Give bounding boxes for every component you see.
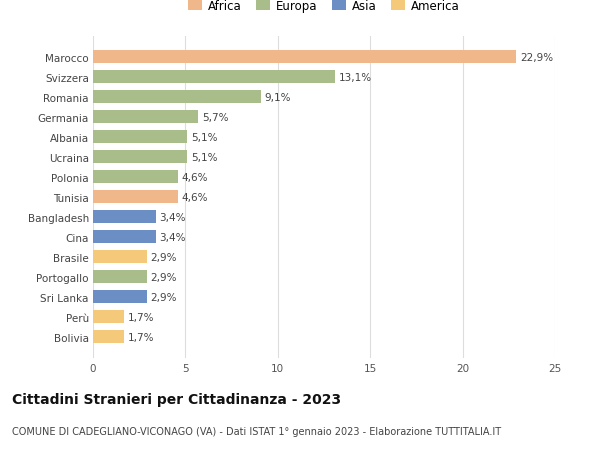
Text: 1,7%: 1,7% — [128, 332, 155, 342]
Bar — [93, 131, 187, 144]
Bar — [93, 71, 335, 84]
Bar — [93, 271, 146, 284]
Text: 4,6%: 4,6% — [182, 173, 208, 182]
Text: 5,1%: 5,1% — [191, 152, 217, 162]
Text: 2,9%: 2,9% — [150, 272, 177, 282]
Bar — [93, 151, 187, 164]
Text: 22,9%: 22,9% — [520, 53, 553, 63]
Text: 2,9%: 2,9% — [150, 292, 177, 302]
Text: 3,4%: 3,4% — [160, 232, 186, 242]
Bar — [93, 330, 124, 343]
Text: 5,1%: 5,1% — [191, 133, 217, 143]
Bar — [93, 91, 261, 104]
Text: 5,7%: 5,7% — [202, 112, 229, 123]
Text: Cittadini Stranieri per Cittadinanza - 2023: Cittadini Stranieri per Cittadinanza - 2… — [12, 392, 341, 406]
Text: 13,1%: 13,1% — [339, 73, 372, 83]
Bar — [93, 231, 156, 244]
Text: 1,7%: 1,7% — [128, 312, 155, 322]
Bar — [93, 211, 156, 224]
Text: 2,9%: 2,9% — [150, 252, 177, 262]
Text: 4,6%: 4,6% — [182, 192, 208, 202]
Text: 9,1%: 9,1% — [265, 93, 292, 103]
Legend: Africa, Europa, Asia, America: Africa, Europa, Asia, America — [184, 0, 464, 18]
Bar — [93, 111, 199, 124]
Bar — [93, 171, 178, 184]
Bar — [93, 191, 178, 204]
Bar — [93, 311, 124, 324]
Bar — [93, 291, 146, 303]
Text: 3,4%: 3,4% — [160, 213, 186, 222]
Bar — [93, 51, 516, 64]
Text: COMUNE DI CADEGLIANO-VICONAGO (VA) - Dati ISTAT 1° gennaio 2023 - Elaborazione T: COMUNE DI CADEGLIANO-VICONAGO (VA) - Dat… — [12, 426, 501, 436]
Bar — [93, 251, 146, 263]
